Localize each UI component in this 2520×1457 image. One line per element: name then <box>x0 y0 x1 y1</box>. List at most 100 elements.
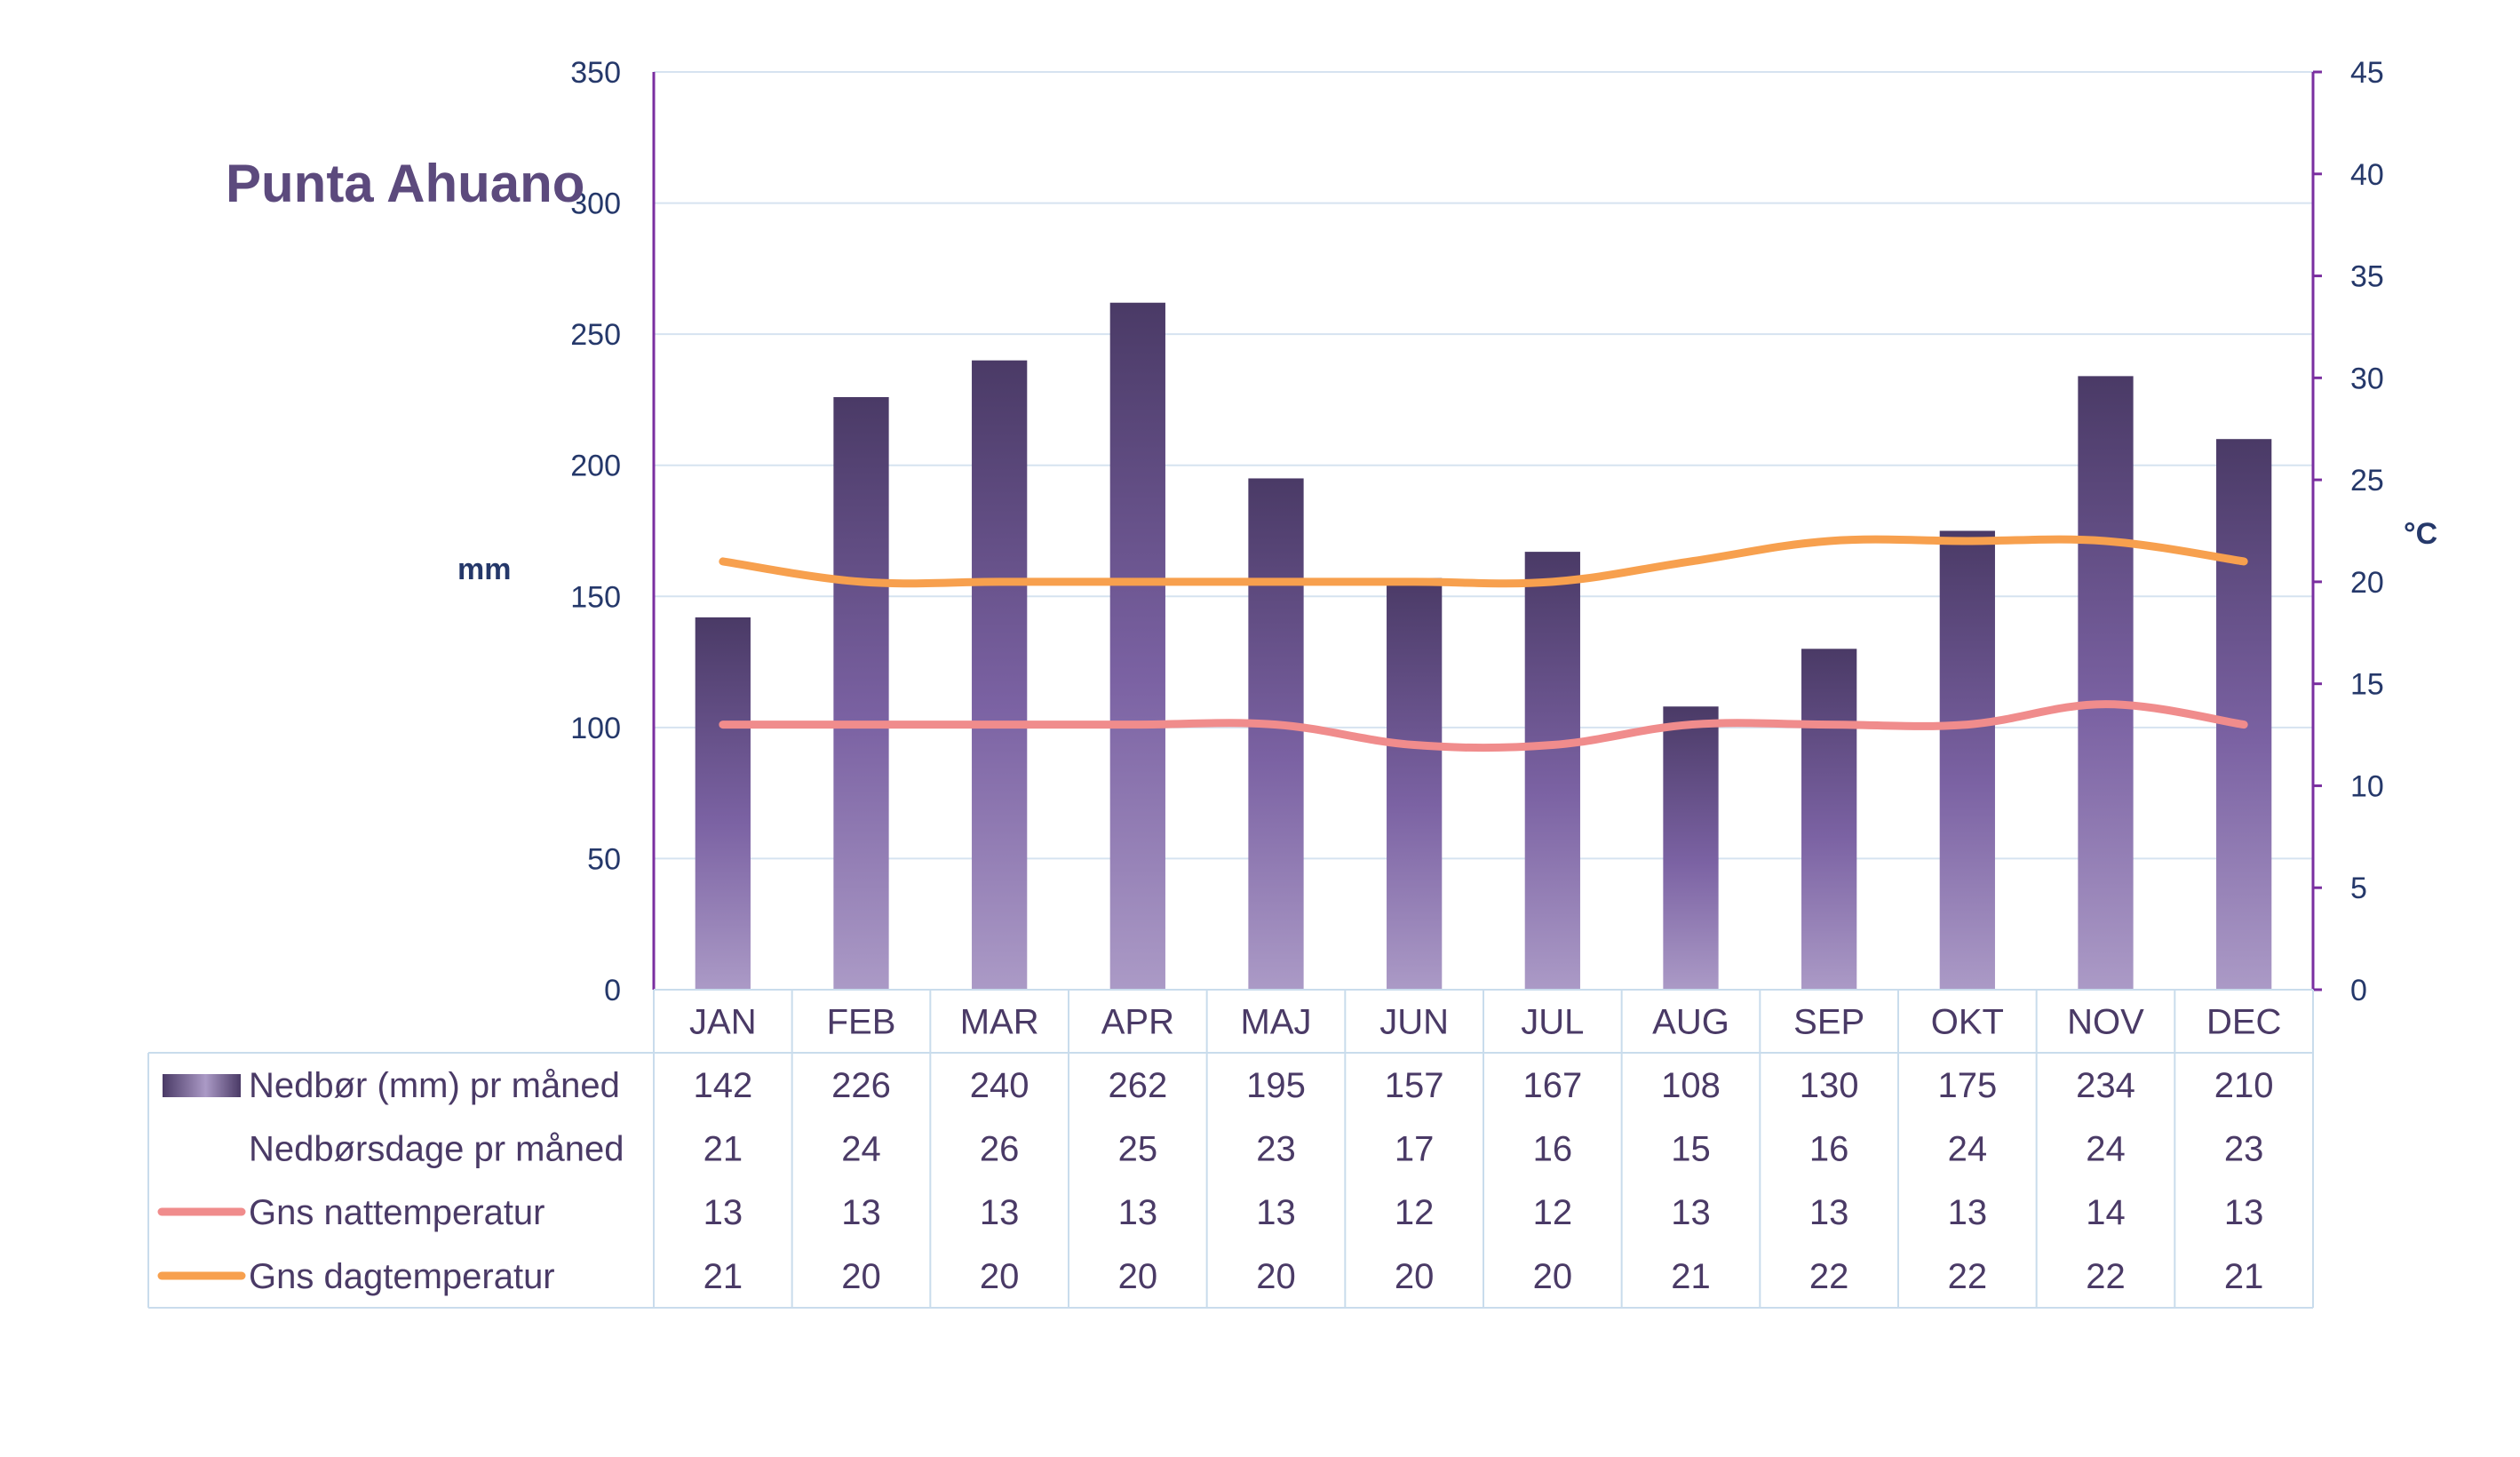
x-tick-label: FEB <box>827 1003 896 1042</box>
x-tick-label: JUN <box>1379 1003 1449 1042</box>
y-left-tick-label: 0 <box>604 974 621 1007</box>
table-cell: 25 <box>1118 1130 1158 1169</box>
table-cell: 13 <box>980 1193 1020 1232</box>
y-axis-right-label: °C <box>2404 517 2438 551</box>
table-cell: 240 <box>970 1066 1029 1105</box>
y-right-tick-label: 0 <box>2350 974 2367 1007</box>
table-cell: 13 <box>2224 1193 2264 1232</box>
precip-bar-okt <box>1939 530 1995 990</box>
table-cell: 210 <box>2214 1066 2274 1105</box>
table-cell: 13 <box>1671 1193 1711 1232</box>
precip-bar-maj <box>1248 478 1304 990</box>
table-cell: 26 <box>980 1130 1020 1169</box>
gridlines <box>654 71 2313 860</box>
precip-bar-aug <box>1663 706 1719 990</box>
table-cell: 175 <box>1937 1066 1997 1105</box>
table-row-label: Gns dagtemperatur <box>249 1257 555 1296</box>
table-cell: 22 <box>1948 1257 1988 1296</box>
table-cell: 23 <box>2224 1130 2264 1169</box>
table-cell: 234 <box>2076 1066 2135 1105</box>
table-cell: 15 <box>1671 1130 1711 1169</box>
table-cell: 20 <box>1256 1257 1296 1296</box>
table-cell: 262 <box>1108 1066 1167 1105</box>
y-right-tick-label: 15 <box>2350 668 2384 702</box>
day-temperature-line <box>719 535 2248 588</box>
data-table: JAN FEB MAR APR MAJ JUN JUL AUG SEP OKT NOV DEC Nedb… <box>147 990 2314 1309</box>
y-right-tick-label: 30 <box>2350 362 2384 395</box>
table-cell: 142 <box>693 1066 752 1105</box>
table-cell: 22 <box>2086 1257 2126 1296</box>
legend-swatch-precipitation <box>163 1074 241 1097</box>
x-tick-label: MAJ <box>1241 1003 1312 1042</box>
x-tick-label: NOV <box>2067 1003 2144 1042</box>
y-left-tick-label: 150 <box>570 580 621 614</box>
x-tick-label: SEP <box>1793 1003 1864 1042</box>
table-row-label: Gns nattemperatur <box>249 1193 545 1232</box>
x-tick-label: OKT <box>1931 1003 2004 1042</box>
y-right-tick-label: 5 <box>2350 872 2367 905</box>
night-temperature-line <box>719 700 2248 752</box>
y-right-tick-label: 40 <box>2350 158 2384 192</box>
table-cell: 24 <box>841 1130 881 1169</box>
table-cell: 24 <box>1948 1130 1988 1169</box>
precip-bar-apr <box>1109 302 1165 990</box>
chart-title: Punta Ahuano <box>226 154 585 213</box>
y-left-tick-label: 50 <box>587 842 621 876</box>
table-cell: 16 <box>1809 1130 1849 1169</box>
y-left-tick-label: 200 <box>570 450 621 483</box>
y-right-tick-label: 45 <box>2350 56 2384 90</box>
table-cell: 14 <box>2086 1193 2126 1232</box>
axes <box>652 70 2322 991</box>
precip-bar-mar <box>972 360 1028 991</box>
table-cell: 21 <box>2224 1257 2264 1296</box>
table-cell: 12 <box>1395 1193 1435 1232</box>
table-cell: 20 <box>1118 1257 1158 1296</box>
temperature-lines <box>719 535 2248 752</box>
table-cell: 13 <box>1948 1193 1988 1232</box>
precip-bar-dec <box>2216 439 2272 990</box>
y-left-tick-label: 250 <box>570 318 621 352</box>
precipitation-bars <box>695 302 2272 991</box>
table-row-label: Nedbør (mm) pr måned <box>249 1066 620 1105</box>
table-cell: 13 <box>704 1193 743 1232</box>
table-cell: 108 <box>1661 1066 1721 1105</box>
y-left-tick-label: 350 <box>570 56 621 90</box>
table-row-label: Nedbørsdage pr måned <box>249 1130 624 1169</box>
precip-bar-jan <box>695 617 751 990</box>
table-cell: 17 <box>1395 1130 1435 1169</box>
x-tick-label: APR <box>1101 1003 1174 1042</box>
table-cell: 20 <box>1395 1257 1435 1296</box>
table-cell: 23 <box>1256 1130 1296 1169</box>
table-cell: 13 <box>1809 1193 1849 1232</box>
table-cell: 21 <box>704 1130 743 1169</box>
table-cell: 16 <box>1533 1130 1573 1169</box>
y-axis-left-label: mm <box>457 553 512 586</box>
y-left-tick-label: 300 <box>570 187 621 221</box>
table-cell: 12 <box>1533 1193 1573 1232</box>
table-cell: 130 <box>1800 1066 1859 1105</box>
precip-bar-jun <box>1387 577 1443 990</box>
precip-bar-feb <box>833 396 889 990</box>
table-cell: 195 <box>1246 1066 1306 1105</box>
x-tick-label: AUG <box>1652 1003 1729 1042</box>
table-cell: 13 <box>1256 1193 1296 1232</box>
x-tick-label: MAR <box>960 1003 1039 1042</box>
table-cell: 21 <box>704 1257 743 1296</box>
table-cell: 22 <box>1809 1257 1849 1296</box>
x-tick-label: JUL <box>1521 1003 1584 1042</box>
table-cell: 226 <box>831 1066 891 1105</box>
x-tick-label: DEC <box>2206 1003 2281 1042</box>
table-cell: 20 <box>980 1257 1020 1296</box>
table-cell: 157 <box>1385 1066 1444 1105</box>
table-cell: 13 <box>1118 1193 1158 1232</box>
precip-bar-sep <box>1801 649 1857 990</box>
y-left-tick-label: 100 <box>570 712 621 745</box>
tick-labels: 0 50 100 150 200 250 300 350 0 5 10 15 20 25 30 35 40 45 <box>570 56 2384 1007</box>
y-right-tick-label: 35 <box>2350 260 2384 294</box>
x-tick-label: JAN <box>689 1003 757 1042</box>
y-right-tick-label: 25 <box>2350 464 2384 498</box>
table-cell: 20 <box>841 1257 881 1296</box>
table-cell: 167 <box>1522 1066 1582 1105</box>
precip-bar-jul <box>1524 552 1580 990</box>
